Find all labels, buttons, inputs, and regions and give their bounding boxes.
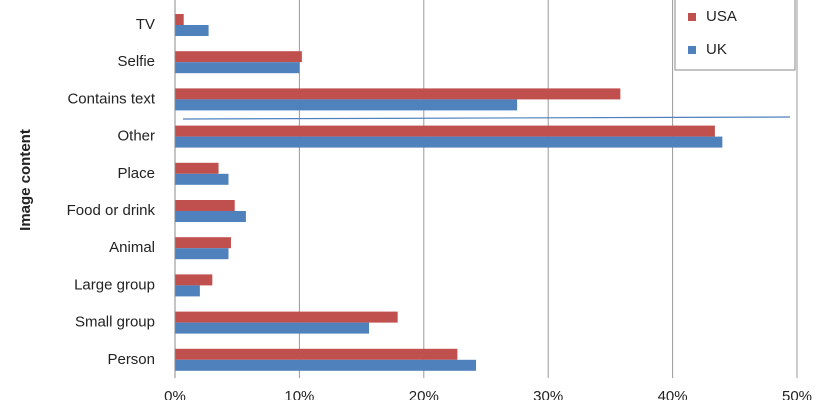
- y-tick-label: Large group: [74, 276, 155, 293]
- y-tick-label: Person: [107, 351, 155, 368]
- y-tick-label: Contains text: [67, 90, 155, 107]
- bar: [175, 51, 302, 63]
- bar: [175, 162, 219, 174]
- legend-label: UK: [706, 41, 727, 58]
- bar: [175, 274, 213, 286]
- bar: [175, 248, 229, 260]
- bar: [175, 99, 518, 111]
- bar: [175, 25, 209, 36]
- bar: [175, 211, 246, 222]
- bar: [175, 125, 715, 137]
- bar: [175, 311, 398, 323]
- bar: [175, 14, 184, 25]
- legend-swatch: [688, 13, 696, 21]
- bar: [175, 136, 723, 148]
- stray-line: [182, 116, 791, 120]
- y-tick-label: Place: [117, 165, 155, 182]
- legend-box: [674, 0, 796, 71]
- x-tick-label: 40%: [658, 388, 688, 400]
- x-tick-label: 0%: [164, 388, 186, 400]
- y-tick-label: Other: [117, 128, 155, 145]
- bar: [175, 237, 231, 249]
- bar: [175, 359, 477, 371]
- y-tick-label: Selfie: [117, 53, 155, 70]
- legend-swatch: [688, 46, 696, 54]
- bar: [175, 322, 370, 334]
- x-tick-label: 50%: [782, 388, 812, 400]
- legend-label: USA: [706, 8, 737, 25]
- x-tick-label: 20%: [409, 388, 439, 400]
- bar: [175, 285, 200, 297]
- bar: [175, 200, 235, 211]
- y-tick-label: Small group: [75, 314, 155, 331]
- bar: [175, 348, 458, 360]
- y-tick-label: TV: [136, 16, 155, 33]
- y-tick-label: Animal: [109, 239, 155, 256]
- y-axis-label: Image content: [17, 129, 34, 231]
- y-tick-label: Food or drink: [67, 202, 156, 219]
- bar: [175, 173, 229, 185]
- x-tick-label: 30%: [533, 388, 563, 400]
- bar: [175, 88, 621, 100]
- bar: [175, 62, 300, 74]
- x-tick-label: 10%: [284, 388, 314, 400]
